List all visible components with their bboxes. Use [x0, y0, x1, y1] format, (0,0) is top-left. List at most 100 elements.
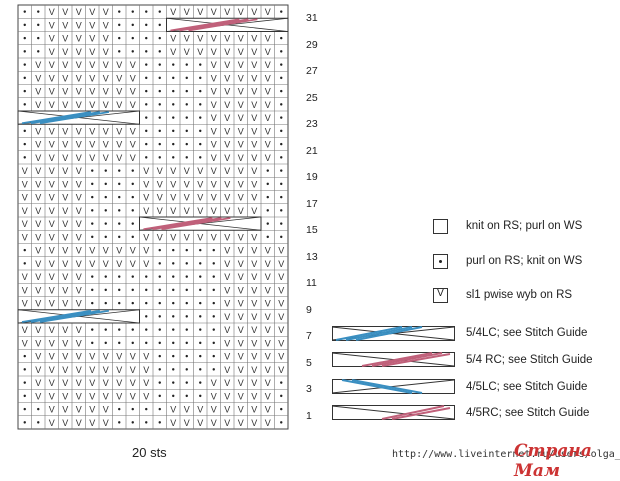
slip-mark: V: [265, 140, 271, 150]
purl-dot: [118, 209, 121, 212]
slip-mark: V: [211, 7, 217, 17]
slip-mark: V: [238, 418, 244, 428]
slip-mark: V: [49, 87, 55, 97]
slip-mark: V: [278, 325, 284, 335]
purl-dot: [23, 76, 26, 80]
purl-dot: [185, 89, 188, 93]
slip-mark: V: [76, 232, 82, 242]
slip-mark: V: [62, 193, 68, 203]
purl-dot: [199, 76, 202, 80]
knitting-chart: V V V V V V V V V V V V VV V V V VV V V V V V V V V V V V VV V V V V V V V V…: [17, 4, 289, 430]
row-number: 1: [306, 409, 312, 422]
row-number: 7: [306, 330, 312, 343]
cable-strand: [39, 309, 110, 323]
slip-mark: V: [238, 285, 244, 295]
slip-mark: V: [251, 365, 257, 375]
slip-mark: V: [238, 312, 244, 322]
slip-mark: V: [62, 285, 68, 295]
purl-dot: [118, 301, 121, 305]
slip-mark: V: [238, 60, 244, 70]
slip-mark: V: [49, 325, 55, 335]
purl-dot: [158, 301, 161, 305]
slip-mark: V: [49, 352, 55, 362]
slip-mark: V: [170, 193, 176, 203]
slip-mark: V: [49, 232, 55, 242]
slip-mark: V: [49, 166, 55, 176]
purl-dot: [280, 222, 283, 225]
slip-mark: V: [22, 232, 28, 242]
slip-mark: V: [89, 20, 95, 30]
purl-dot: [23, 129, 26, 133]
slip-mark: V: [103, 7, 109, 17]
purl-dot: [172, 262, 175, 265]
slip-mark: V: [116, 391, 122, 401]
slip-mark: V: [265, 126, 271, 136]
purl-symbol-icon: [433, 254, 448, 269]
slip-mark: V: [22, 285, 28, 295]
purl-dot: [23, 142, 26, 146]
slip-mark: V: [89, 73, 95, 83]
slip-mark: V: [62, 126, 68, 136]
purl-dot: [158, 89, 161, 93]
purl-dot: [23, 248, 26, 252]
slip-mark: V: [197, 193, 203, 203]
slip-mark: V: [62, 391, 68, 401]
slip-mark: V: [49, 20, 55, 30]
slip-mark: V: [130, 391, 136, 401]
slip-mark: V: [76, 47, 82, 57]
slip-mark: V: [265, 113, 271, 123]
slip-mark: V: [143, 179, 149, 189]
purl-dot: [145, 63, 148, 66]
slip-mark: V: [62, 352, 68, 362]
purl-dot: [212, 328, 215, 331]
purl-dot: [131, 169, 134, 172]
purl-dot: [280, 103, 283, 106]
purl-dot: [131, 50, 134, 53]
slip-mark: V: [224, 352, 230, 362]
slip-mark: V: [197, 34, 203, 44]
slip-mark: V: [265, 153, 271, 163]
purl-dot: [199, 142, 202, 146]
slip-mark: V: [49, 60, 55, 70]
slip-mark: V: [89, 60, 95, 70]
purl-dot: [23, 23, 26, 27]
slip-mark: V: [62, 73, 68, 83]
slip-mark: V: [238, 166, 244, 176]
purl-dot: [131, 407, 134, 411]
slip-mark: V: [251, 418, 257, 428]
purl-dot: [118, 421, 121, 424]
slip-mark: V: [251, 391, 257, 401]
slip-mark: V: [49, 259, 55, 269]
slip-mark: V: [238, 73, 244, 83]
purl-dot: [158, 142, 161, 146]
purl-dot: [280, 394, 283, 398]
slip-mark: V: [116, 140, 122, 150]
cable-strand: [30, 111, 101, 125]
slip-mark: V: [211, 34, 217, 44]
purl-dot: [91, 195, 94, 199]
slip-mark: V: [170, 179, 176, 189]
slip-mark: V: [76, 299, 82, 309]
slip-mark: V: [62, 60, 68, 70]
row-number: 19: [306, 171, 318, 184]
slip-mark: V: [22, 179, 28, 189]
purl-dot: [158, 381, 161, 384]
watermark-url: http://www.liveinternet.ru/users/olga_zi…: [392, 449, 620, 460]
purl-dot: [158, 394, 161, 398]
slip-mark: V: [76, 418, 82, 428]
purl-dot: [23, 36, 26, 40]
purl-dot: [199, 301, 202, 305]
slip-mark: V: [35, 338, 41, 348]
slip-mark: V: [265, 418, 271, 428]
slip-mark: V: [76, 87, 82, 97]
slip-mark: V: [224, 7, 230, 17]
slip-mark: V: [89, 391, 95, 401]
purl-dot: [23, 262, 26, 265]
slip-mark: V: [62, 87, 68, 97]
slip-mark: V: [184, 34, 190, 44]
slip-mark: V: [238, 140, 244, 150]
slip-mark: V: [224, 246, 230, 256]
slip-mark: V: [35, 285, 41, 295]
slip-mark: V: [224, 47, 230, 57]
slip-mark: V: [22, 299, 28, 309]
